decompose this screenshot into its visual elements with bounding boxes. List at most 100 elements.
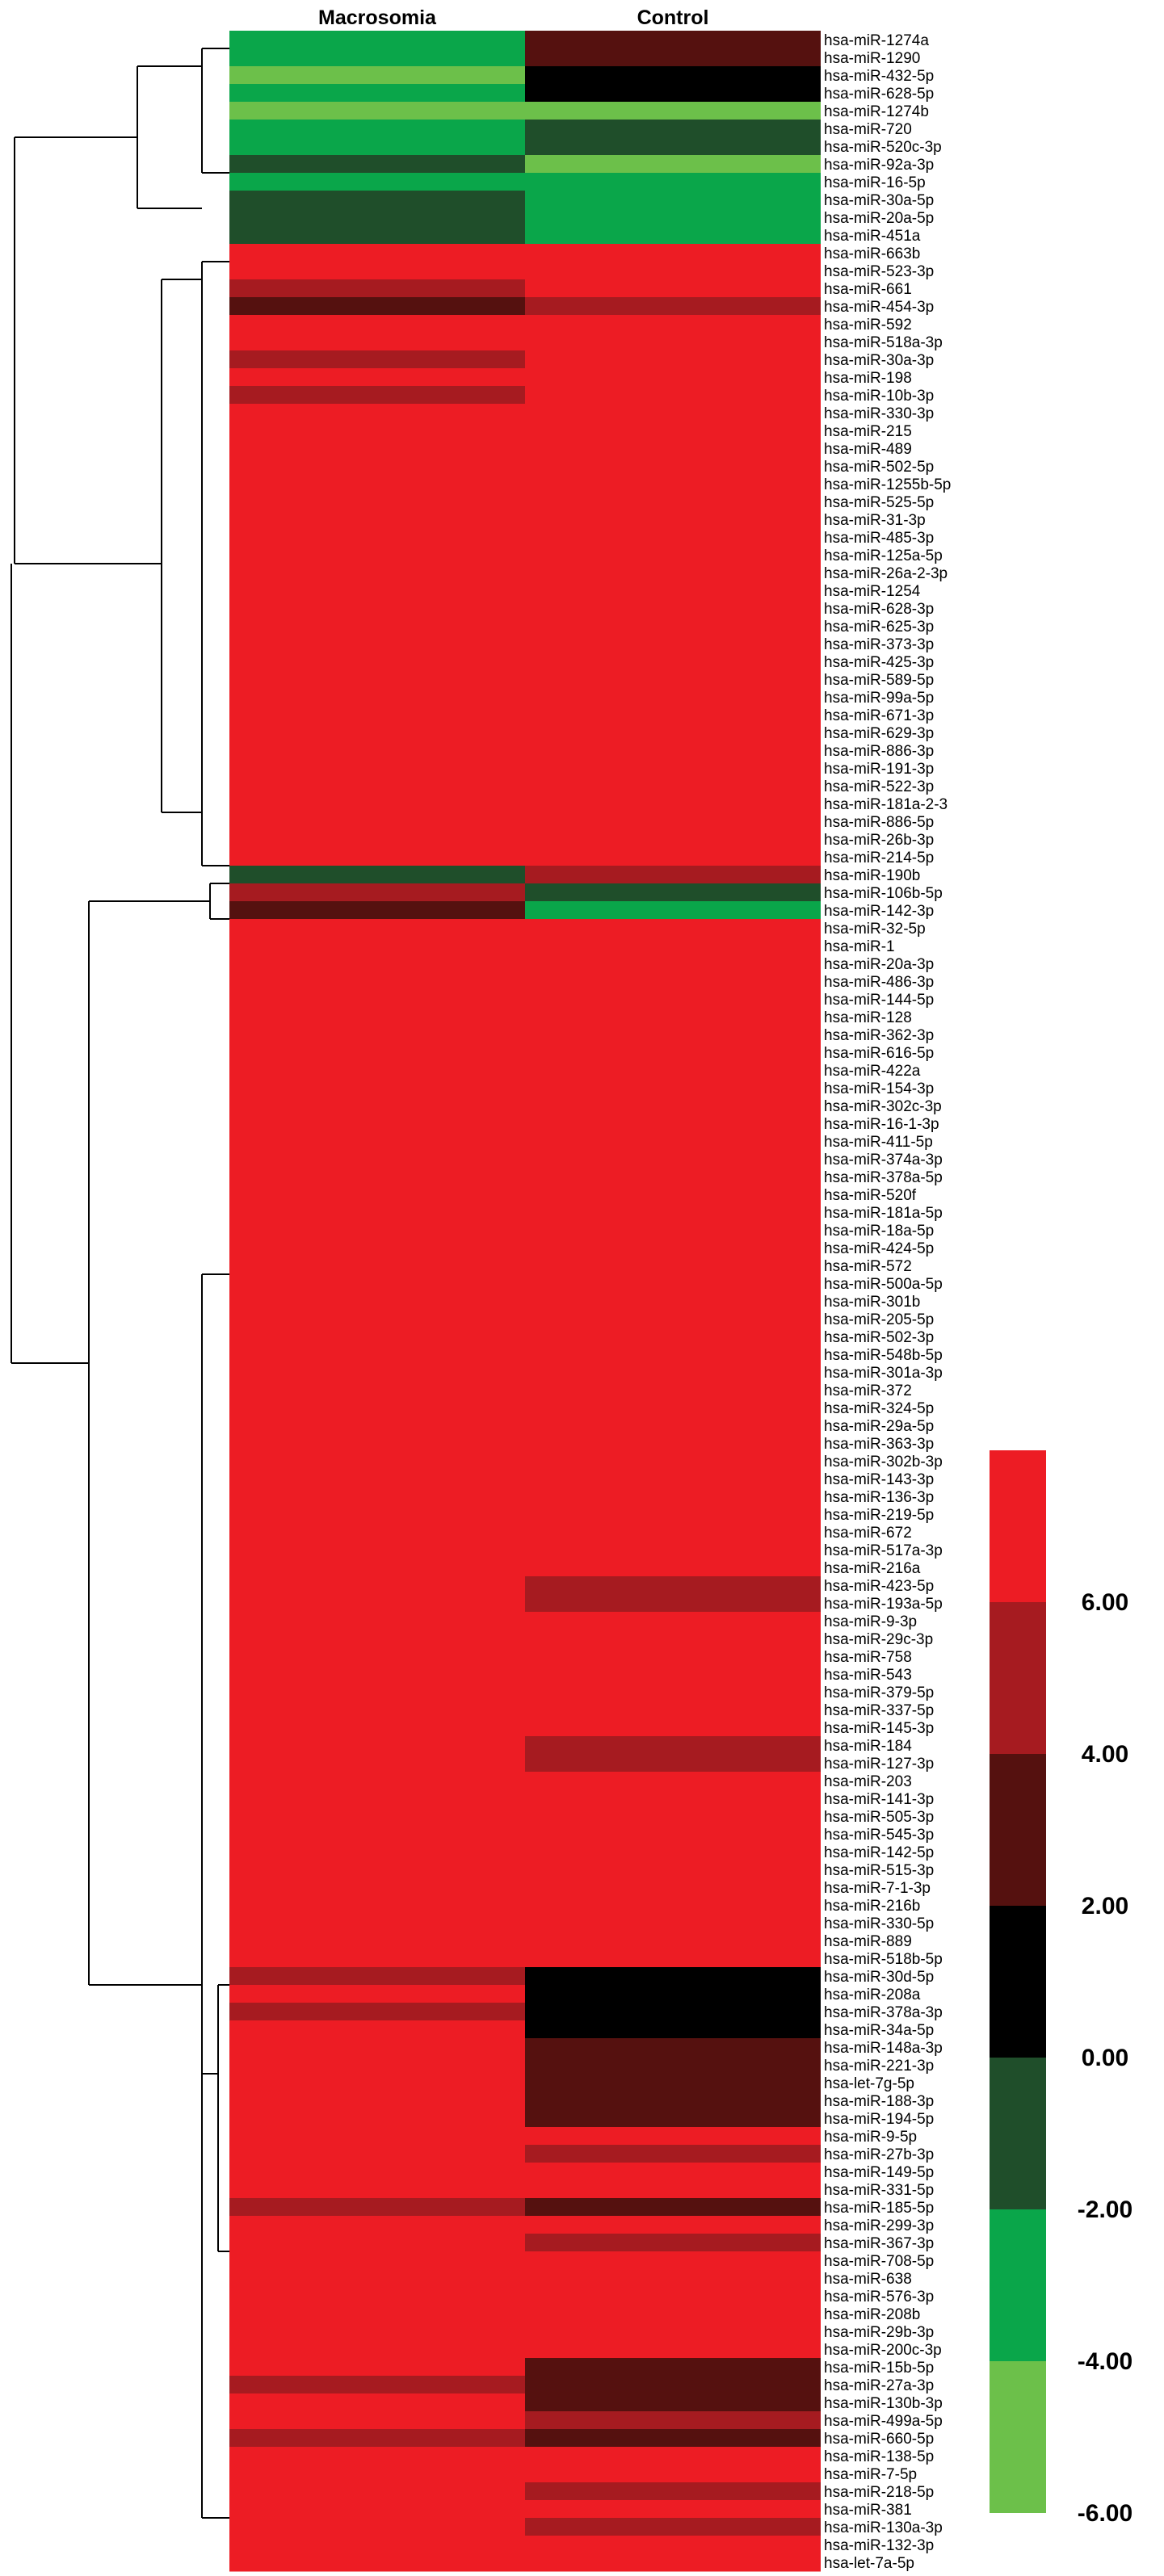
heatmap-cells — [229, 31, 821, 2572]
heatmap-cell — [525, 333, 821, 351]
heatmap-cell — [525, 812, 821, 831]
legend-tick-label: 2.00 — [1082, 1893, 1128, 1919]
heatmap-cell — [229, 457, 525, 476]
row-label: hsa-miR-628-3p — [824, 601, 934, 618]
row-label: hsa-miR-10b-3p — [824, 388, 934, 405]
row-label: hsa-miR-337-5p — [824, 1702, 934, 1719]
row-label: hsa-miR-628-5p — [824, 86, 934, 103]
row-label: hsa-miR-92a-3p — [824, 157, 934, 174]
heatmap-cell — [229, 1505, 525, 1524]
row-label: hsa-miR-106b-5p — [824, 885, 943, 902]
row-label: hsa-miR-181a-5p — [824, 1205, 943, 1222]
heatmap-cell — [229, 2269, 525, 2288]
heatmap-cell — [525, 262, 821, 280]
heatmap-cell — [525, 1185, 821, 1204]
heatmap-cell — [229, 315, 525, 334]
heatmap-cell — [229, 883, 525, 902]
heatmap-cell — [229, 1097, 525, 1115]
row-label: hsa-miR-29a-5p — [824, 1418, 934, 1435]
row-label: hsa-let-7g-5p — [824, 2075, 914, 2092]
row-label: hsa-miR-214-5p — [824, 850, 934, 866]
row-label: hsa-miR-378a-5p — [824, 1169, 943, 1186]
heatmap-cell — [525, 1718, 821, 1737]
heatmap-cell — [525, 422, 821, 440]
row-label: hsa-miR-454-3p — [824, 299, 934, 316]
heatmap-cell — [229, 1630, 525, 1648]
row-label: hsa-miR-219-5p — [824, 1507, 934, 1524]
heatmap-cell — [525, 1026, 821, 1044]
heatmap-cell — [525, 1843, 821, 1861]
row-label: hsa-miR-363-3p — [824, 1436, 934, 1453]
heatmap-cell — [525, 1239, 821, 1257]
heatmap-cell — [229, 1079, 525, 1097]
heatmap-cell — [525, 31, 821, 49]
heatmap-cell — [525, 1754, 821, 1773]
heatmap-cell — [229, 102, 525, 120]
row-label: hsa-miR-302c-3p — [824, 1098, 942, 1115]
heatmap-cell — [525, 1097, 821, 1115]
heatmap-cell — [525, 2251, 821, 2270]
heatmap-cell — [229, 84, 525, 103]
heatmap-cell — [229, 848, 525, 866]
legend-tick-label: -4.00 — [1078, 2348, 1132, 2375]
heatmap-cell — [525, 2003, 821, 2021]
heatmap-cell — [229, 2358, 525, 2377]
heatmap-cell — [525, 759, 821, 778]
row-label: hsa-miR-191-3p — [824, 761, 934, 778]
heatmap-cell — [229, 1825, 525, 1844]
heatmap-cell — [525, 883, 821, 902]
heatmap-cell — [229, 635, 525, 653]
heatmap-cell — [525, 1861, 821, 1879]
row-label: hsa-miR-185-5p — [824, 2200, 934, 2217]
heatmap-cell — [229, 795, 525, 813]
heatmap-cell — [229, 1221, 525, 1240]
heatmap-cell — [229, 1203, 525, 1222]
heatmap-cell — [229, 2145, 525, 2163]
heatmap-cell — [525, 2465, 821, 2483]
heatmap-cell — [525, 386, 821, 405]
heatmap-cell — [229, 581, 525, 600]
heatmap-cell — [525, 2500, 821, 2519]
heatmap-cell — [229, 2074, 525, 2092]
heatmap-cell — [525, 901, 821, 920]
heatmap-cell — [525, 866, 821, 884]
heatmap-cell — [525, 226, 821, 245]
heatmap-cell — [229, 137, 525, 156]
heatmap-cell — [525, 120, 821, 138]
legend-swatch — [990, 1602, 1046, 1754]
heatmap-cell — [525, 688, 821, 707]
row-label: hsa-miR-302b-3p — [824, 1454, 943, 1471]
heatmap-cell — [229, 493, 525, 511]
row-label: hsa-miR-523-3p — [824, 263, 934, 280]
heatmap-cell — [525, 510, 821, 529]
heatmap-cell — [229, 1594, 525, 1613]
row-label: hsa-miR-486-3p — [824, 974, 934, 991]
heatmap-cell — [229, 48, 525, 67]
heatmap-cell — [229, 1559, 525, 1577]
row-label: hsa-miR-31-3p — [824, 512, 926, 529]
heatmap-cell — [229, 972, 525, 991]
heatmap-cell — [525, 1168, 821, 1186]
heatmap-cell — [229, 2340, 525, 2359]
row-label: hsa-miR-188-3p — [824, 2093, 934, 2110]
heatmap-cell — [525, 1132, 821, 1151]
heatmap-cell — [525, 2234, 821, 2252]
row-label: hsa-miR-127-3p — [824, 1756, 934, 1773]
row-label: hsa-miR-29c-3p — [824, 1631, 933, 1648]
heatmap-cell — [229, 2536, 525, 2554]
heatmap-cell — [229, 2127, 525, 2146]
heatmap-cell — [229, 350, 525, 369]
heatmap-cell — [525, 1505, 821, 1524]
row-label: hsa-miR-1274b — [824, 103, 929, 120]
row-label: hsa-miR-545-3p — [824, 1827, 934, 1844]
heatmap-cell — [229, 333, 525, 351]
heatmap-cell — [229, 1434, 525, 1453]
heatmap-cell — [525, 2056, 821, 2075]
row-label: hsa-miR-7-5p — [824, 2466, 917, 2483]
row-dendrogram — [11, 48, 229, 2519]
heatmap-cell — [525, 972, 821, 991]
row-label: hsa-miR-20a-5p — [824, 210, 934, 227]
row-label: hsa-miR-616-5p — [824, 1045, 934, 1062]
heatmap-cell — [229, 1967, 525, 1986]
row-label: hsa-miR-1 — [824, 938, 895, 955]
